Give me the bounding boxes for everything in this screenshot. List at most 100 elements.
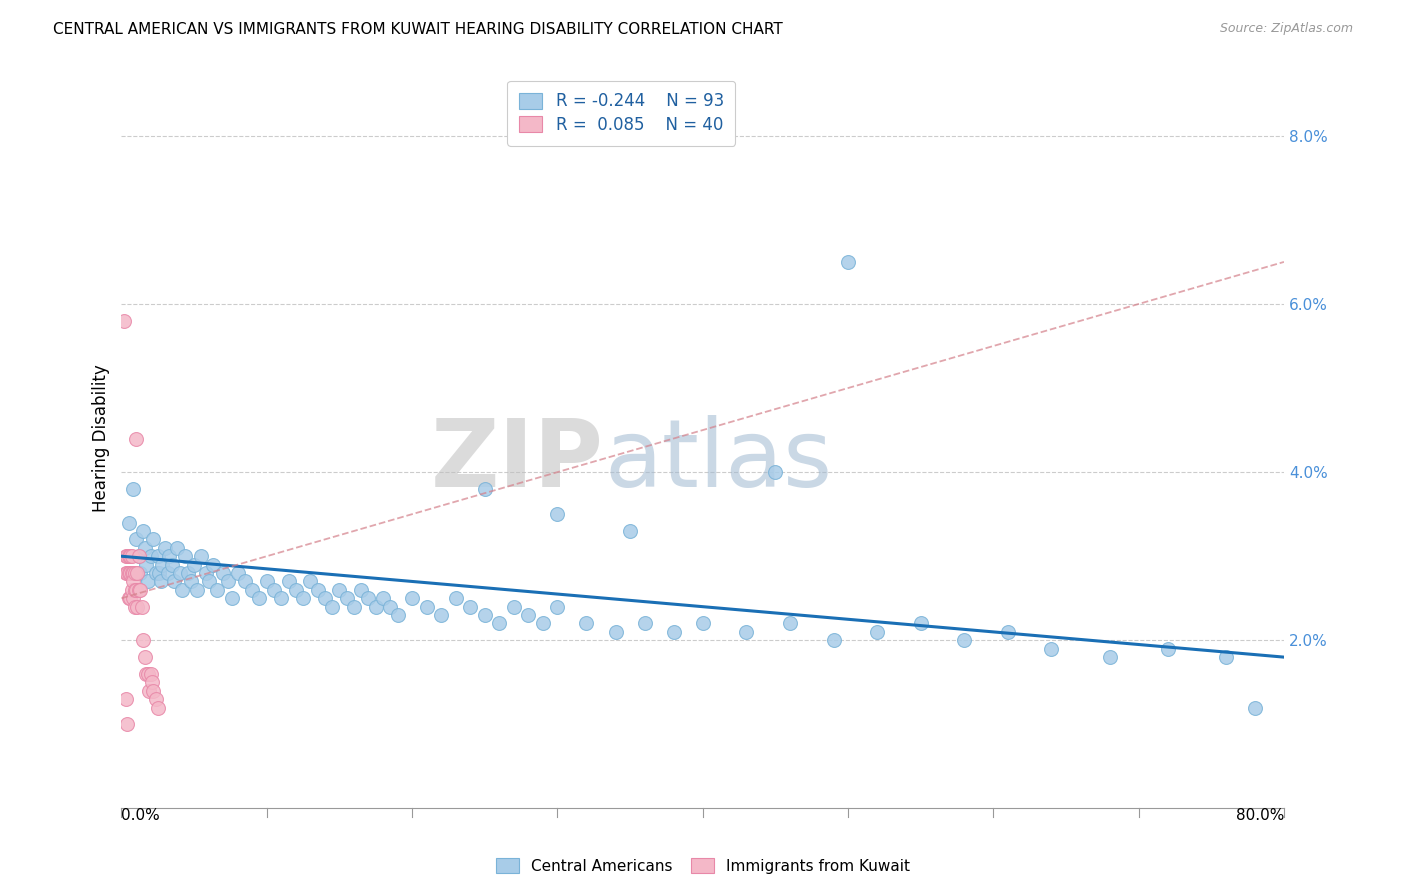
Point: [177, 566, 200, 580]
Point: [619, 524, 641, 538]
Point: [779, 616, 801, 631]
Point: [1098, 650, 1121, 665]
Point: [430, 608, 453, 623]
Point: [163, 574, 186, 589]
Point: [156, 566, 179, 580]
Legend: R = -0.244    N = 93, R =  0.085    N = 40: R = -0.244 N = 93, R = 0.085 N = 40: [508, 80, 735, 145]
Point: [118, 591, 141, 606]
Point: [387, 608, 409, 623]
Point: [166, 541, 188, 555]
Point: [444, 591, 467, 606]
Point: [263, 582, 285, 597]
Point: [350, 582, 373, 597]
Point: [692, 616, 714, 631]
Point: [135, 558, 157, 572]
Point: [284, 582, 307, 597]
Point: [118, 516, 141, 530]
Point: [122, 482, 145, 496]
Point: [120, 591, 142, 606]
Point: [1215, 650, 1237, 665]
Point: [141, 675, 163, 690]
Text: 80.0%: 80.0%: [1236, 808, 1284, 823]
Point: [997, 624, 1019, 639]
Point: [142, 533, 165, 547]
Point: [531, 616, 554, 631]
Point: [121, 549, 143, 564]
Point: [122, 574, 145, 589]
Point: [343, 599, 366, 614]
Point: [124, 582, 146, 597]
Point: [146, 700, 169, 714]
Point: [153, 541, 176, 555]
Point: [517, 608, 540, 623]
Point: [474, 608, 496, 623]
Point: [380, 599, 402, 614]
Point: [575, 616, 598, 631]
Point: [207, 582, 229, 597]
Point: [249, 591, 271, 606]
Point: [823, 633, 845, 648]
Point: [125, 432, 148, 446]
Point: [186, 582, 208, 597]
Point: [837, 255, 859, 269]
Point: [145, 692, 167, 706]
Text: ZIP: ZIP: [432, 415, 605, 507]
Point: [117, 717, 139, 731]
Point: [172, 582, 194, 597]
Point: [910, 616, 932, 631]
Point: [321, 599, 343, 614]
Point: [546, 507, 568, 521]
Point: [735, 624, 758, 639]
Point: [1244, 700, 1267, 714]
Point: [328, 582, 350, 597]
Point: [149, 574, 172, 589]
Point: [502, 599, 524, 614]
Point: [371, 591, 394, 606]
Point: [117, 566, 139, 580]
Point: [145, 566, 167, 580]
Point: [307, 582, 329, 597]
Point: [662, 624, 685, 639]
Point: [127, 599, 149, 614]
Point: [122, 566, 145, 580]
Point: [117, 549, 139, 564]
Point: [605, 624, 627, 639]
Point: [180, 574, 202, 589]
Point: [128, 582, 150, 597]
Point: [633, 616, 655, 631]
Point: [128, 549, 150, 564]
Point: [139, 667, 162, 681]
Text: atlas: atlas: [605, 415, 832, 507]
Point: [127, 566, 149, 580]
Text: CENTRAL AMERICAN VS IMMIGRANTS FROM KUWAIT HEARING DISABILITY CORRELATION CHART: CENTRAL AMERICAN VS IMMIGRANTS FROM KUWA…: [53, 22, 783, 37]
Point: [415, 599, 437, 614]
Point: [233, 574, 256, 589]
Point: [118, 549, 141, 564]
Point: [169, 566, 191, 580]
Text: Source: ZipAtlas.com: Source: ZipAtlas.com: [1219, 22, 1353, 36]
Point: [217, 574, 239, 589]
Point: [136, 667, 159, 681]
Point: [150, 558, 173, 572]
Point: [139, 549, 162, 564]
Point: [364, 599, 387, 614]
Point: [277, 574, 299, 589]
Point: [474, 482, 496, 496]
Point: [212, 566, 235, 580]
Point: [953, 633, 976, 648]
Point: [197, 574, 219, 589]
Point: [226, 566, 249, 580]
Point: [146, 549, 169, 564]
Point: [118, 566, 141, 580]
Point: [122, 591, 145, 606]
Point: [157, 549, 180, 564]
Point: [114, 549, 136, 564]
Point: [1157, 641, 1180, 656]
Point: [240, 582, 263, 597]
Point: [136, 574, 159, 589]
Point: [124, 599, 146, 614]
Point: [128, 549, 150, 564]
Point: [763, 465, 786, 479]
Point: [183, 558, 205, 572]
Point: [270, 591, 292, 606]
